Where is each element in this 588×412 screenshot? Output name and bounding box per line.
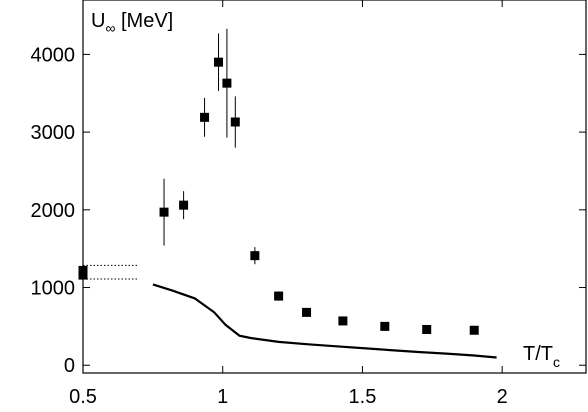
x-tick-label: 0.5 [69,386,97,408]
data-point [422,324,432,334]
x-tick-label: 2 [497,386,508,408]
plot-area [78,28,497,359]
data-point [222,78,232,88]
x-tick-label: 1 [217,386,228,408]
data-point [250,251,260,261]
data-point [214,57,224,67]
data-point [274,291,284,301]
y-axis-label: U∞ [MeV] [91,10,173,36]
y-tick-label: 3000 [31,122,76,144]
data-point [469,325,479,335]
y-tick-label: 0 [64,355,75,377]
y-tick-label: 2000 [31,200,76,222]
curve-line [152,283,497,359]
data-point [78,270,88,280]
y-axis-label-unit: [MeV] [115,10,173,32]
data-point [302,307,312,317]
data-point [179,200,189,210]
data-point [230,117,240,127]
y-axis-label-subscript: ∞ [105,20,115,36]
axes: 0 1000 2000 3000 4000 0.5 1 1.5 2 [31,0,586,408]
data-point [78,265,88,275]
data-point [380,321,390,331]
x-axis-label: T/Tc [523,343,560,370]
y-tick-label: 1000 [31,278,76,300]
data-point [338,316,348,326]
data-point [159,207,169,217]
y-tick-label: 4000 [31,44,76,66]
x-tick-label: 1.5 [349,386,377,408]
data-point [200,112,210,122]
plot-frame [82,0,587,374]
x-axis-label-subscript: c [553,354,560,370]
